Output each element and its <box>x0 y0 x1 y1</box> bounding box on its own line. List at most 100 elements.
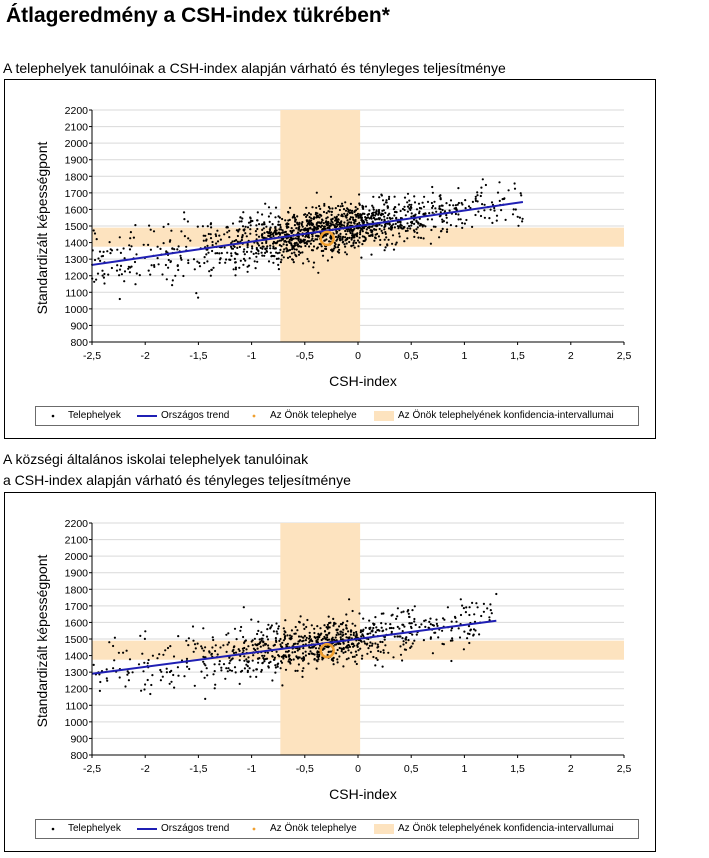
y-tick-label: 900 <box>70 733 88 745</box>
scatter-point <box>294 632 297 635</box>
scatter-point <box>457 213 460 216</box>
scatter-point <box>480 191 483 194</box>
scatter-point <box>278 244 281 247</box>
y-tick-label: 1100 <box>65 700 88 712</box>
scatter-point <box>209 233 212 236</box>
scatter-point <box>363 640 366 643</box>
scatter-point <box>463 222 466 225</box>
scatter-point <box>110 266 113 270</box>
scatter-point <box>261 247 264 250</box>
scatter-point <box>297 640 300 643</box>
scatter-point <box>464 207 467 210</box>
scatter-point <box>115 269 119 272</box>
scatter-point <box>283 240 286 243</box>
scatter-point <box>215 242 218 245</box>
scatter-point <box>483 216 486 219</box>
scatter-point <box>253 260 256 263</box>
scatter-point <box>375 209 378 212</box>
scatter-point <box>203 676 206 679</box>
x-tick-label: 0 <box>355 763 361 775</box>
scatter-point <box>445 214 448 217</box>
scatter-point <box>182 274 185 278</box>
scatter-point <box>159 668 162 672</box>
scatter-point <box>493 209 496 212</box>
scatter-point <box>99 680 102 684</box>
scatter-point <box>319 207 322 210</box>
chart-1-title: A telephelyek tanulóinak a CSH-index ala… <box>3 58 506 79</box>
scatter-point <box>261 245 264 248</box>
scatter-point <box>351 655 354 658</box>
scatter-point <box>290 252 293 255</box>
scatter-point <box>211 636 214 639</box>
scatter-point <box>265 635 269 638</box>
scatter-point <box>395 216 398 219</box>
scatter-point <box>385 199 388 202</box>
scatter-point <box>267 206 271 209</box>
scatter-point <box>279 228 283 231</box>
scatter-point <box>347 630 350 633</box>
scatter-point <box>267 666 270 669</box>
chart-2-plot: 8009001000110012001300140015001600170018… <box>34 518 631 802</box>
scatter-point <box>326 636 329 639</box>
scatter-point <box>234 261 237 264</box>
scatter-point <box>168 240 171 243</box>
scatter-point <box>279 667 282 670</box>
scatter-point <box>335 225 339 228</box>
scatter-point <box>350 221 353 224</box>
scatter-point <box>334 207 337 210</box>
scatter-point <box>463 630 466 633</box>
scatter-point <box>312 239 315 243</box>
scatter-point <box>242 635 245 639</box>
scatter-point <box>257 235 261 238</box>
scatter-point <box>310 239 313 242</box>
scatter-point <box>434 225 437 228</box>
scatter-point <box>252 654 255 657</box>
scatter-point <box>349 202 352 205</box>
scatter-point <box>321 228 324 231</box>
scatter-point <box>307 260 310 263</box>
scatter-point <box>424 225 427 228</box>
scatter-point <box>341 204 344 208</box>
scatter-point <box>135 272 138 275</box>
scatter-point <box>491 221 494 224</box>
scatter-point <box>333 247 336 250</box>
scatter-point <box>344 201 347 204</box>
scatter-point <box>385 628 388 631</box>
scatter-point <box>194 647 197 650</box>
scatter-point <box>316 238 319 241</box>
scatter-point <box>411 633 414 636</box>
scatter-point <box>409 646 412 649</box>
scatter-point <box>421 201 424 204</box>
scatter-point <box>180 258 183 261</box>
scatter-point <box>316 653 319 656</box>
scatter-point <box>320 632 323 635</box>
scatter-point <box>345 646 348 649</box>
scatter-point <box>226 670 229 673</box>
scatter-point <box>403 205 406 208</box>
scatter-point <box>179 254 182 257</box>
scatter-point <box>441 220 444 223</box>
scatter-point <box>375 212 378 215</box>
scatter-point <box>258 642 261 645</box>
scatter-point <box>325 211 328 215</box>
scatter-point <box>345 216 348 219</box>
scatter-point <box>521 217 524 220</box>
scatter-point <box>186 665 189 668</box>
scatter-point <box>212 638 215 642</box>
scatter-point <box>345 242 348 245</box>
scatter-point <box>222 663 226 666</box>
scatter-point <box>418 626 421 629</box>
scatter-point <box>325 626 328 629</box>
x-tick-label: 1 <box>461 763 467 775</box>
scatter-point <box>239 670 243 673</box>
scatter-point <box>260 234 263 237</box>
trend-line <box>91 619 497 675</box>
scatter-point <box>378 227 381 231</box>
scatter-point <box>378 196 381 199</box>
scatter-point <box>329 195 333 198</box>
scatter-point <box>300 239 303 242</box>
scatter-point <box>206 260 209 263</box>
scatter-point <box>435 618 438 621</box>
scatter-point <box>338 225 342 228</box>
scatter-point <box>128 248 132 251</box>
